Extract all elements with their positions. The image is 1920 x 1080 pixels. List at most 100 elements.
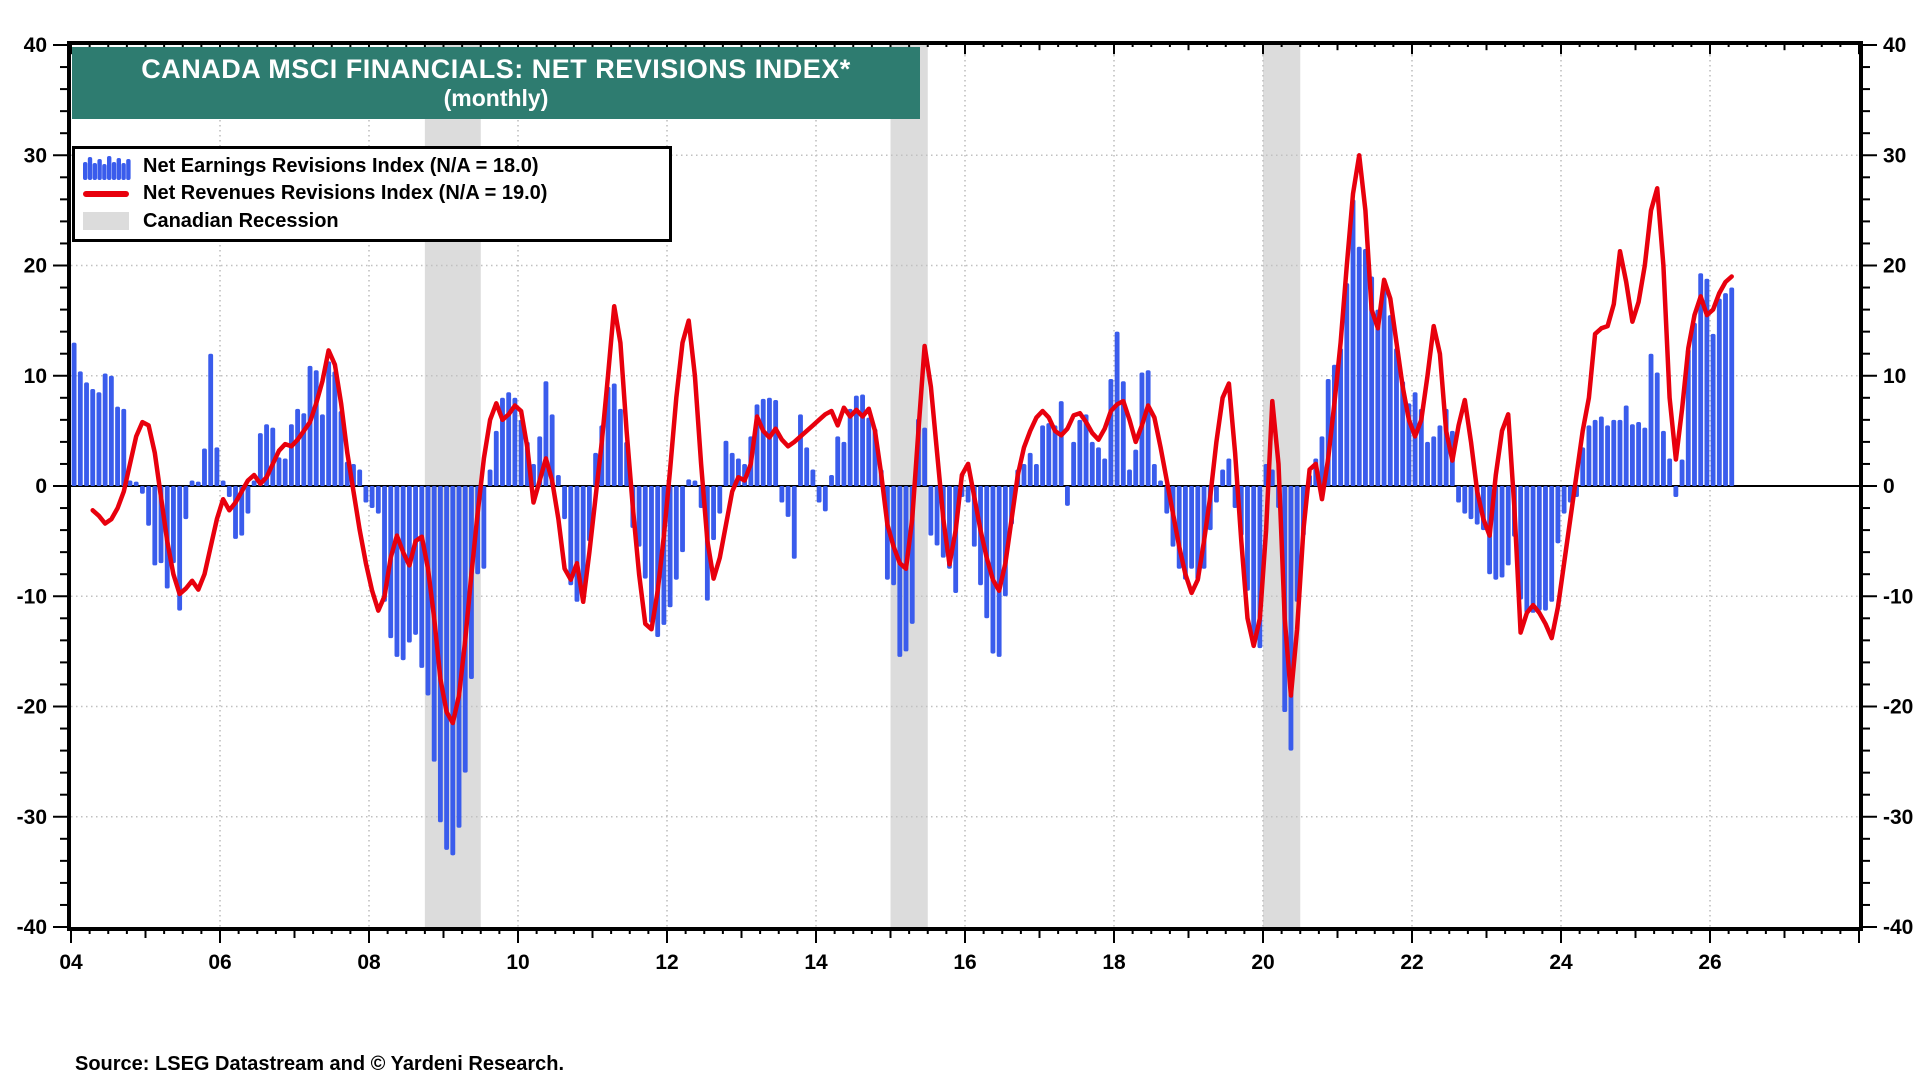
earnings-bar: [1704, 278, 1710, 486]
earnings-bar: [562, 486, 567, 520]
earnings-bar: [1605, 425, 1610, 486]
earnings-bar: [555, 474, 561, 486]
earnings-bar: [102, 373, 108, 486]
earnings-bar: [1027, 452, 1033, 486]
earnings-bar: [1338, 348, 1344, 486]
earnings-bar: [1226, 458, 1232, 486]
earnings-bar: [1412, 392, 1418, 486]
earnings-bar: [1319, 436, 1325, 486]
earnings-bar: [375, 486, 381, 514]
y-axis-label-right: 0: [1883, 475, 1895, 498]
earnings-bar: [897, 486, 903, 657]
earnings-bar: [1400, 381, 1406, 486]
earnings-bar: [189, 480, 195, 486]
page-title: CANADA MSCI FINANCIALS: NET REVISIONS IN…: [141, 54, 851, 84]
earnings-bar: [506, 392, 512, 486]
earnings-bar: [1592, 419, 1598, 486]
earnings-bar: [1245, 486, 1250, 591]
earnings-bar: [729, 452, 735, 486]
earnings-bar: [1058, 401, 1064, 486]
earnings-bar: [1096, 447, 1101, 486]
earnings-bar: [481, 486, 487, 569]
earnings-bar: [996, 486, 1002, 657]
x-axis-label: 08: [357, 951, 381, 974]
earnings-bar: [1425, 441, 1430, 486]
earnings-bar: [717, 486, 723, 514]
earnings-bar: [642, 486, 648, 579]
legend-label-recession: Canadian Recession: [143, 209, 339, 232]
earnings-bar: [1561, 486, 1567, 514]
earnings-bar: [1661, 430, 1666, 486]
earnings-bar: [425, 486, 431, 696]
earnings-bar: [1083, 414, 1089, 486]
earnings-bar: [1369, 276, 1375, 486]
earnings-bar: [382, 486, 387, 602]
earnings-bar: [450, 486, 456, 856]
x-axis-label: 26: [1698, 951, 1721, 974]
earnings-bar: [1648, 353, 1654, 486]
earnings-bar: [1729, 287, 1735, 486]
earnings-bar: [649, 486, 654, 623]
earnings-bar: [673, 486, 679, 580]
earnings-bar: [276, 457, 282, 486]
earnings-bar: [288, 424, 294, 486]
earnings-bar: [1636, 422, 1642, 486]
earnings-bar: [1629, 424, 1635, 486]
x-axis-label: 18: [1102, 951, 1126, 974]
earnings-bar: [1598, 416, 1604, 486]
y-axis-label-left: 0: [35, 475, 47, 498]
earnings-bar: [804, 447, 810, 486]
earnings-bar: [1381, 282, 1387, 486]
earnings-bar: [1108, 379, 1114, 486]
earnings-bar: [1033, 463, 1039, 486]
earnings-bar: [1133, 449, 1139, 486]
earnings-bar: [773, 400, 779, 486]
earnings-bar: [990, 486, 996, 654]
earnings-bar: [456, 486, 462, 828]
legend-item-revenues: Net Revenues Revisions Index (N/A = 19.0…: [83, 180, 661, 207]
earnings-bar: [1549, 486, 1555, 602]
earnings-bar: [922, 427, 928, 486]
earnings-bar: [618, 408, 623, 486]
earnings-bar: [1536, 486, 1542, 611]
earnings-bar: [1145, 370, 1151, 486]
earnings-bar: [835, 436, 841, 486]
earnings-bar: [928, 486, 934, 536]
earnings-bar: [208, 353, 214, 486]
earnings-bar: [822, 486, 828, 512]
earnings-bar: [767, 397, 772, 486]
earnings-bar: [1468, 486, 1474, 520]
earnings-bar: [332, 371, 338, 486]
earnings-bar: [1723, 293, 1728, 486]
earnings-bar: [1530, 486, 1536, 613]
earnings-bar: [1387, 315, 1393, 486]
red-line-icon: [83, 190, 131, 197]
earnings-bar: [798, 414, 803, 486]
earnings-bar: [1089, 441, 1095, 486]
x-axis-label: 04: [59, 951, 83, 974]
earnings-bar: [1120, 381, 1126, 486]
earnings-bar: [487, 469, 493, 486]
earnings-bar: [1294, 486, 1300, 602]
source-note: Source: LSEG Datastream and © Yardeni Re…: [75, 1053, 565, 1075]
x-axis-label: 16: [953, 951, 976, 974]
y-axis-label-left: -20: [17, 696, 47, 719]
earnings-bar: [394, 486, 400, 657]
earnings-bar: [437, 486, 443, 823]
y-axis-label-right: 10: [1883, 365, 1906, 388]
earnings-bar: [1642, 427, 1648, 486]
earnings-bar: [841, 441, 847, 486]
earnings-bar: [363, 486, 369, 503]
y-axis-label-left: -30: [17, 806, 47, 829]
earnings-bar: [1654, 372, 1660, 486]
earnings-bar: [1344, 283, 1350, 486]
earnings-bar: [282, 458, 288, 486]
earnings-bar: [313, 370, 319, 486]
earnings-bar: [444, 486, 450, 850]
earnings-bar: [1543, 486, 1548, 611]
y-axis-label-right: 40: [1883, 34, 1906, 57]
earnings-bar: [77, 371, 83, 486]
earnings-bar: [226, 486, 232, 498]
earnings-bar: [816, 486, 822, 503]
y-axis-label-right: -40: [1883, 916, 1913, 939]
